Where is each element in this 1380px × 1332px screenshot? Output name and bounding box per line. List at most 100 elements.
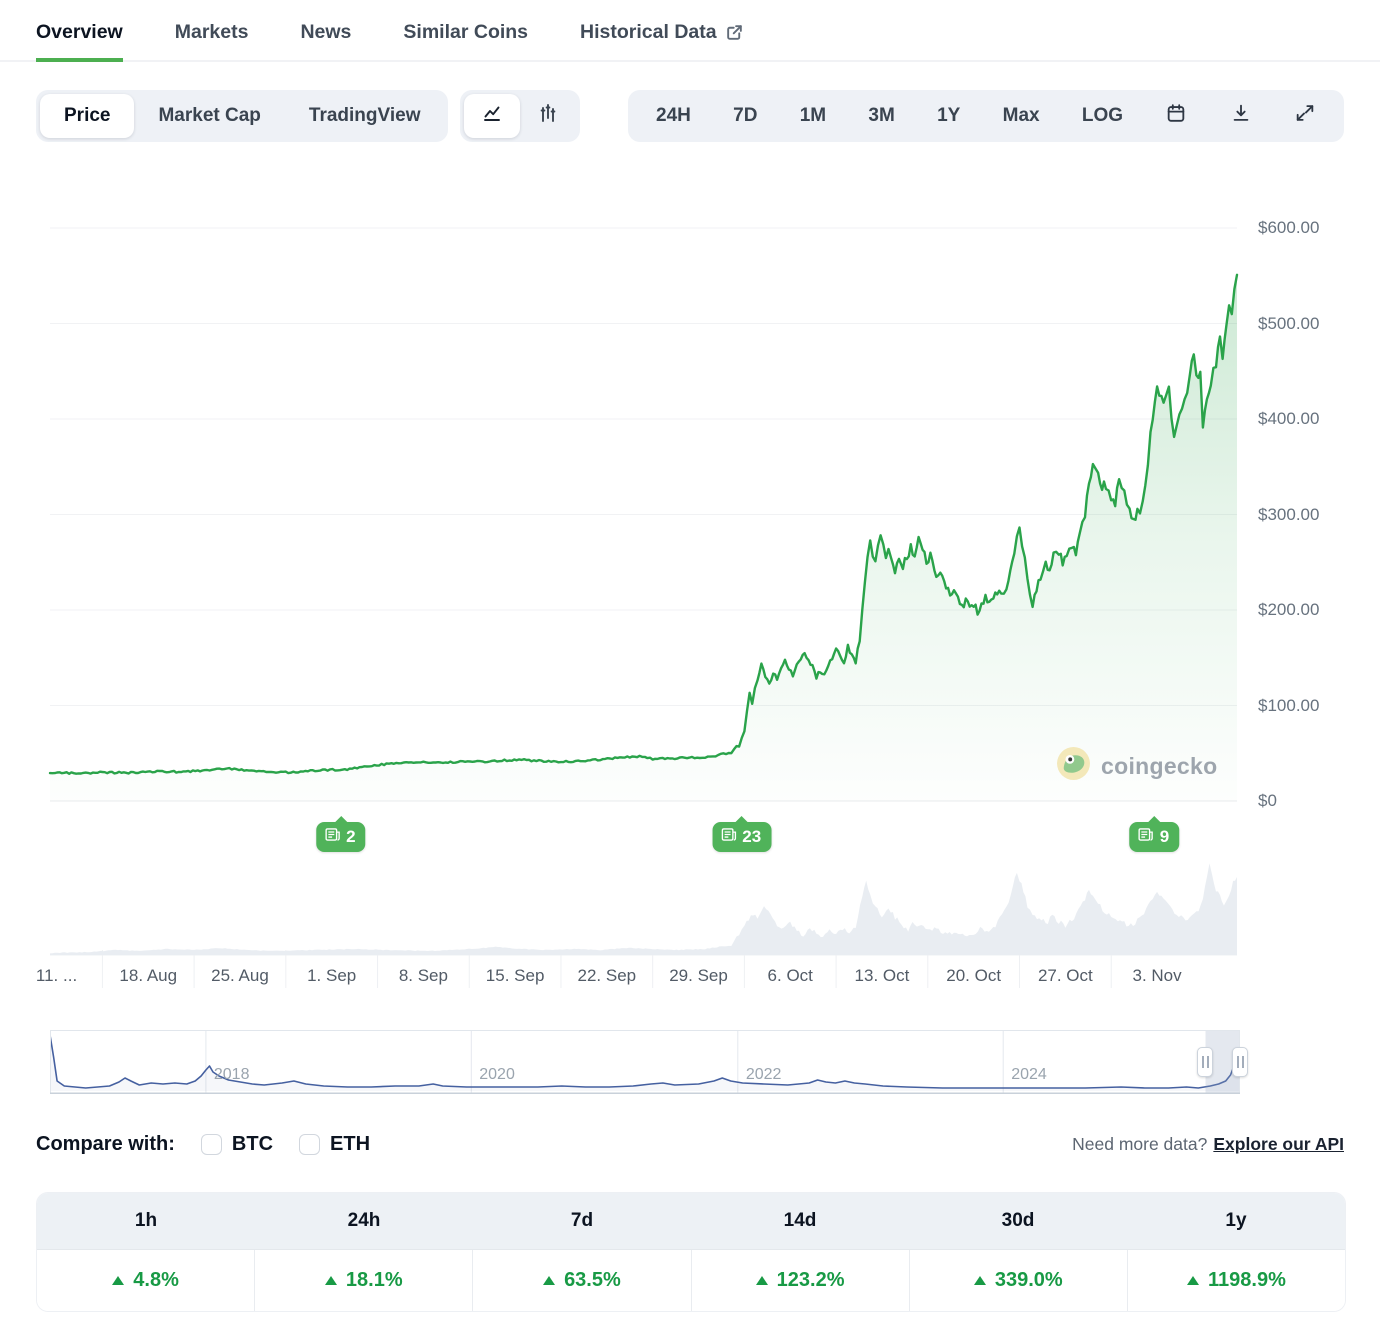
compare-eth-option[interactable]: ETH <box>299 1133 370 1156</box>
news-count: 23 <box>742 827 762 846</box>
tab-historical-data[interactable]: Historical Data <box>580 21 744 60</box>
col-header-24h: 24h <box>347 1210 381 1231</box>
calendar-icon <box>1165 102 1187 130</box>
line-chart-type-button[interactable] <box>464 94 521 138</box>
btc-checkbox-label: BTC <box>231 1133 274 1155</box>
tab-overview-label: Overview <box>36 21 123 43</box>
api-prompt-text: Need more data? <box>1072 1134 1208 1154</box>
newspaper-icon <box>324 826 341 848</box>
y-axis-label: $300.00 <box>1258 504 1320 524</box>
fullscreen-icon <box>1294 102 1316 130</box>
navigator-right-handle[interactable] <box>1232 1047 1248 1077</box>
change-cell-14d: 123.2% <box>690 1250 909 1311</box>
y-axis-label: $400.00 <box>1258 409 1320 428</box>
range-navigator-svg <box>50 1030 1240 1094</box>
newspaper-icon <box>1138 826 1155 848</box>
price-change-table-row: 4.8% 18.1% 63.5% 123.2% 339.0% 1198.9% <box>37 1249 1345 1311</box>
log-scale-button[interactable]: LOG <box>1080 94 1125 138</box>
up-triangle-icon <box>112 1276 125 1285</box>
compare-with-label: Compare with: <box>36 1133 175 1155</box>
tab-markets[interactable]: Markets <box>175 21 249 60</box>
y-axis-label: $500.00 <box>1258 313 1320 333</box>
download-icon <box>1230 102 1252 130</box>
y-axis-label: $100.00 <box>1258 695 1320 715</box>
price-change-table-header: 1h 24h 7d 14d 30d 1y <box>37 1193 1345 1249</box>
news-annotation-badge[interactable]: 2 <box>316 816 366 852</box>
tradingview-button[interactable]: TradingView <box>285 94 445 138</box>
metric-segmented-control: Price Market Cap TradingView <box>36 90 449 142</box>
y-axis-label: $600.00 <box>1258 218 1320 237</box>
x-axis-label: 6. Oct <box>767 966 813 985</box>
page-tabbar: Overview Markets News Similar Coins Hist… <box>0 0 1380 62</box>
explore-api-link[interactable]: Explore our API <box>1213 1134 1344 1154</box>
y-axis-label: $0 <box>1258 791 1277 810</box>
news-count: 9 <box>1159 827 1170 846</box>
col-header-1h: 1h <box>134 1210 158 1231</box>
range-3m-button[interactable]: 3M <box>866 94 896 138</box>
price-chart-svg <box>48 227 1239 988</box>
chart-toolbar: Price Market Cap TradingView 24H 7D 1M 3… <box>36 90 1344 142</box>
x-axis-label: 11. ... <box>35 966 78 985</box>
eth-checkbox-label: ETH <box>330 1133 371 1155</box>
price-button[interactable]: Price <box>40 94 135 138</box>
gecko-logo <box>1056 746 1091 787</box>
market-cap-button[interactable]: Market Cap <box>134 94 284 138</box>
line-chart-icon <box>481 102 503 130</box>
up-triangle-icon <box>973 1276 986 1285</box>
navigator-left-handle[interactable] <box>1197 1047 1213 1077</box>
range-1y-button[interactable]: 1Y <box>935 94 962 138</box>
range-7d-button[interactable]: 7D <box>731 94 759 138</box>
up-triangle-icon <box>324 1276 337 1285</box>
y-axis-label: $200.00 <box>1258 600 1320 619</box>
x-axis-label: 22. Sep <box>577 966 637 985</box>
date-range-picker-button[interactable] <box>1163 94 1189 138</box>
external-link-icon <box>725 23 744 42</box>
x-axis-label: 1. Sep <box>307 966 357 985</box>
range-max-button[interactable]: Max <box>1001 94 1042 138</box>
col-header-7d: 7d <box>570 1210 594 1231</box>
col-header-1y: 1y <box>1225 1210 1247 1231</box>
x-axis-label: 3. Nov <box>1132 966 1182 985</box>
x-axis-label: 27. Oct <box>1037 966 1093 985</box>
range-segmented-control: 24H 7D 1M 3M 1Y Max LOG <box>628 90 1344 142</box>
fullscreen-button[interactable] <box>1292 94 1318 138</box>
eth-checkbox[interactable] <box>299 1134 321 1155</box>
range-24h-button[interactable]: 24H <box>654 94 693 138</box>
change-cell-1y: 1198.9% <box>1126 1250 1345 1311</box>
navigator-year-label: 2020 <box>479 1066 515 1083</box>
col-header-30d: 30d <box>1001 1210 1035 1231</box>
navigator-year-label: 2022 <box>745 1066 782 1083</box>
change-cell-24h: 18.1% <box>254 1250 472 1311</box>
x-axis-label: 25. Aug <box>211 966 269 985</box>
news-annotation-badge[interactable]: 9 <box>1129 816 1180 852</box>
download-chart-button[interactable] <box>1228 94 1254 138</box>
change-cell-1h: 4.8% <box>37 1250 254 1311</box>
up-triangle-icon <box>543 1276 556 1285</box>
newspaper-icon <box>720 826 737 848</box>
x-axis-label: 15. Sep <box>485 966 545 985</box>
tab-historical-data-label: Historical Data <box>580 21 717 43</box>
range-1m-button[interactable]: 1M <box>798 94 828 138</box>
tab-similar-coins[interactable]: Similar Coins <box>403 21 528 60</box>
col-header-14d: 14d <box>783 1210 817 1231</box>
tab-news[interactable]: News <box>300 21 351 60</box>
candlestick-chart-type-button[interactable] <box>520 94 576 138</box>
x-axis-label: 8. Sep <box>398 966 448 985</box>
watermark-text: coingecko <box>1101 753 1218 779</box>
coingecko-watermark: coingecko <box>1056 746 1217 787</box>
tab-overview[interactable]: Overview <box>36 21 123 62</box>
navigator-year-label: 2024 <box>1011 1066 1047 1083</box>
x-axis-label: 29. Sep <box>669 966 728 985</box>
compare-btc-option[interactable]: BTC <box>200 1133 274 1156</box>
up-triangle-icon <box>755 1276 768 1285</box>
btc-checkbox[interactable] <box>200 1134 222 1155</box>
candlestick-chart-icon <box>537 102 559 130</box>
x-axis-label: 20. Oct <box>946 966 1002 985</box>
news-annotation-badge[interactable]: 23 <box>712 816 772 852</box>
change-cell-7d: 63.5% <box>472 1250 690 1311</box>
x-axis-label: 18. Aug <box>119 966 178 985</box>
chart-type-segmented-control <box>460 90 581 142</box>
tab-markets-label: Markets <box>174 21 249 43</box>
up-triangle-icon <box>1187 1276 1200 1285</box>
news-count: 2 <box>346 827 356 846</box>
